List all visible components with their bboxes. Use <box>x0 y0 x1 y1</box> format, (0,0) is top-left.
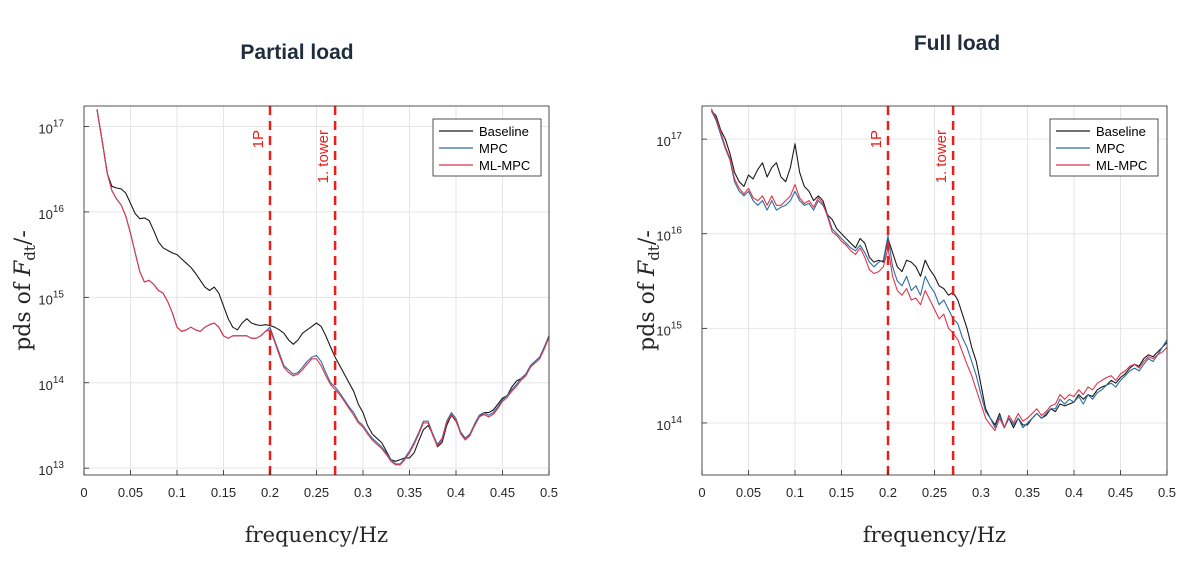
legend-label: ML-MPC <box>479 158 530 173</box>
y-tick-label: 1013 <box>38 460 64 478</box>
x-tick-label: 0.35 <box>397 485 422 500</box>
y-tick-label: 1014 <box>38 375 64 393</box>
x-tick-label: 0.1 <box>786 485 804 500</box>
x-tick-label: 0.15 <box>211 485 236 500</box>
legend-box <box>1049 118 1159 177</box>
x-tick-label: 0.4 <box>1065 485 1083 500</box>
chart-partial-load: 1P 1. tower 0 0.05 0.1 0.15 0.2 0.25 0.3 0.35 0.4 0… <box>11 41 558 547</box>
x-tick-label: 0.4 <box>447 485 465 500</box>
x-tick-label: 0.5 <box>1158 485 1176 500</box>
marker-label-tower: 1. tower <box>933 130 950 183</box>
y-tick-label: 1015 <box>656 320 682 338</box>
y-axis-label: pds of Fdt/- <box>11 230 39 351</box>
legend-label: MPC <box>479 141 508 156</box>
marker-label-1p: 1P <box>868 130 885 148</box>
y-tick-label: 1017 <box>656 131 682 149</box>
x-tick-label: 0.1 <box>168 485 186 500</box>
series-line-ml-mpc <box>710 108 1168 432</box>
x-tick-label: 0.3 <box>354 485 372 500</box>
y-tick-label: 1017 <box>38 119 64 137</box>
x-tick-label: 0.2 <box>879 485 897 500</box>
x-tick-label: 0.25 <box>922 485 947 500</box>
x-axis-label: frequency/Hz <box>245 523 388 547</box>
x-tick-label: 0.2 <box>261 485 279 500</box>
marker-label-tower: 1. tower <box>315 130 332 183</box>
x-tick-label: 0.15 <box>829 485 854 500</box>
x-tick-label: 0.5 <box>540 485 558 500</box>
chart-title: Full load <box>914 32 1000 55</box>
chart-title: Partial load <box>240 41 353 64</box>
series-line-baseline <box>710 110 1168 429</box>
legend-label: MPC <box>1096 141 1125 156</box>
x-axis-label: frequency/Hz <box>863 523 1006 547</box>
x-tick-label: 0.45 <box>490 485 515 500</box>
marker-label-1p: 1P <box>250 130 267 148</box>
y-axis-label: pds of Fdt/- <box>635 230 663 351</box>
x-tick-label: 0.35 <box>1015 485 1040 500</box>
y-tick-label: 1016 <box>656 226 682 244</box>
legend: Baseline MPC ML-MPC <box>432 118 542 177</box>
y-tick-label: 1016 <box>38 204 64 222</box>
y-tick-label: 1014 <box>656 415 682 433</box>
legend-label: Baseline <box>479 124 529 139</box>
x-tick-label: 0.05 <box>118 485 143 500</box>
x-tick-label: 0 <box>698 485 705 500</box>
legend-label: ML-MPC <box>1096 158 1147 173</box>
series-line-mpc <box>710 110 1168 429</box>
x-tick-label: 0 <box>80 485 87 500</box>
legend: Baseline MPC ML-MPC <box>1049 118 1159 177</box>
x-tick-label: 0.45 <box>1108 485 1133 500</box>
chart-full-load: 1P 1. tower 0 0.05 0.1 0.15 0.2 0.25 0.3 0.35 0.4 0… <box>635 32 1176 547</box>
series-line-ml-mpc <box>96 109 550 466</box>
y-tick-label: 1015 <box>38 289 64 307</box>
x-tick-label: 0.05 <box>736 485 761 500</box>
x-tick-label: 0.25 <box>304 485 329 500</box>
x-tick-label: 0.3 <box>972 485 990 500</box>
legend-label: Baseline <box>1096 124 1146 139</box>
